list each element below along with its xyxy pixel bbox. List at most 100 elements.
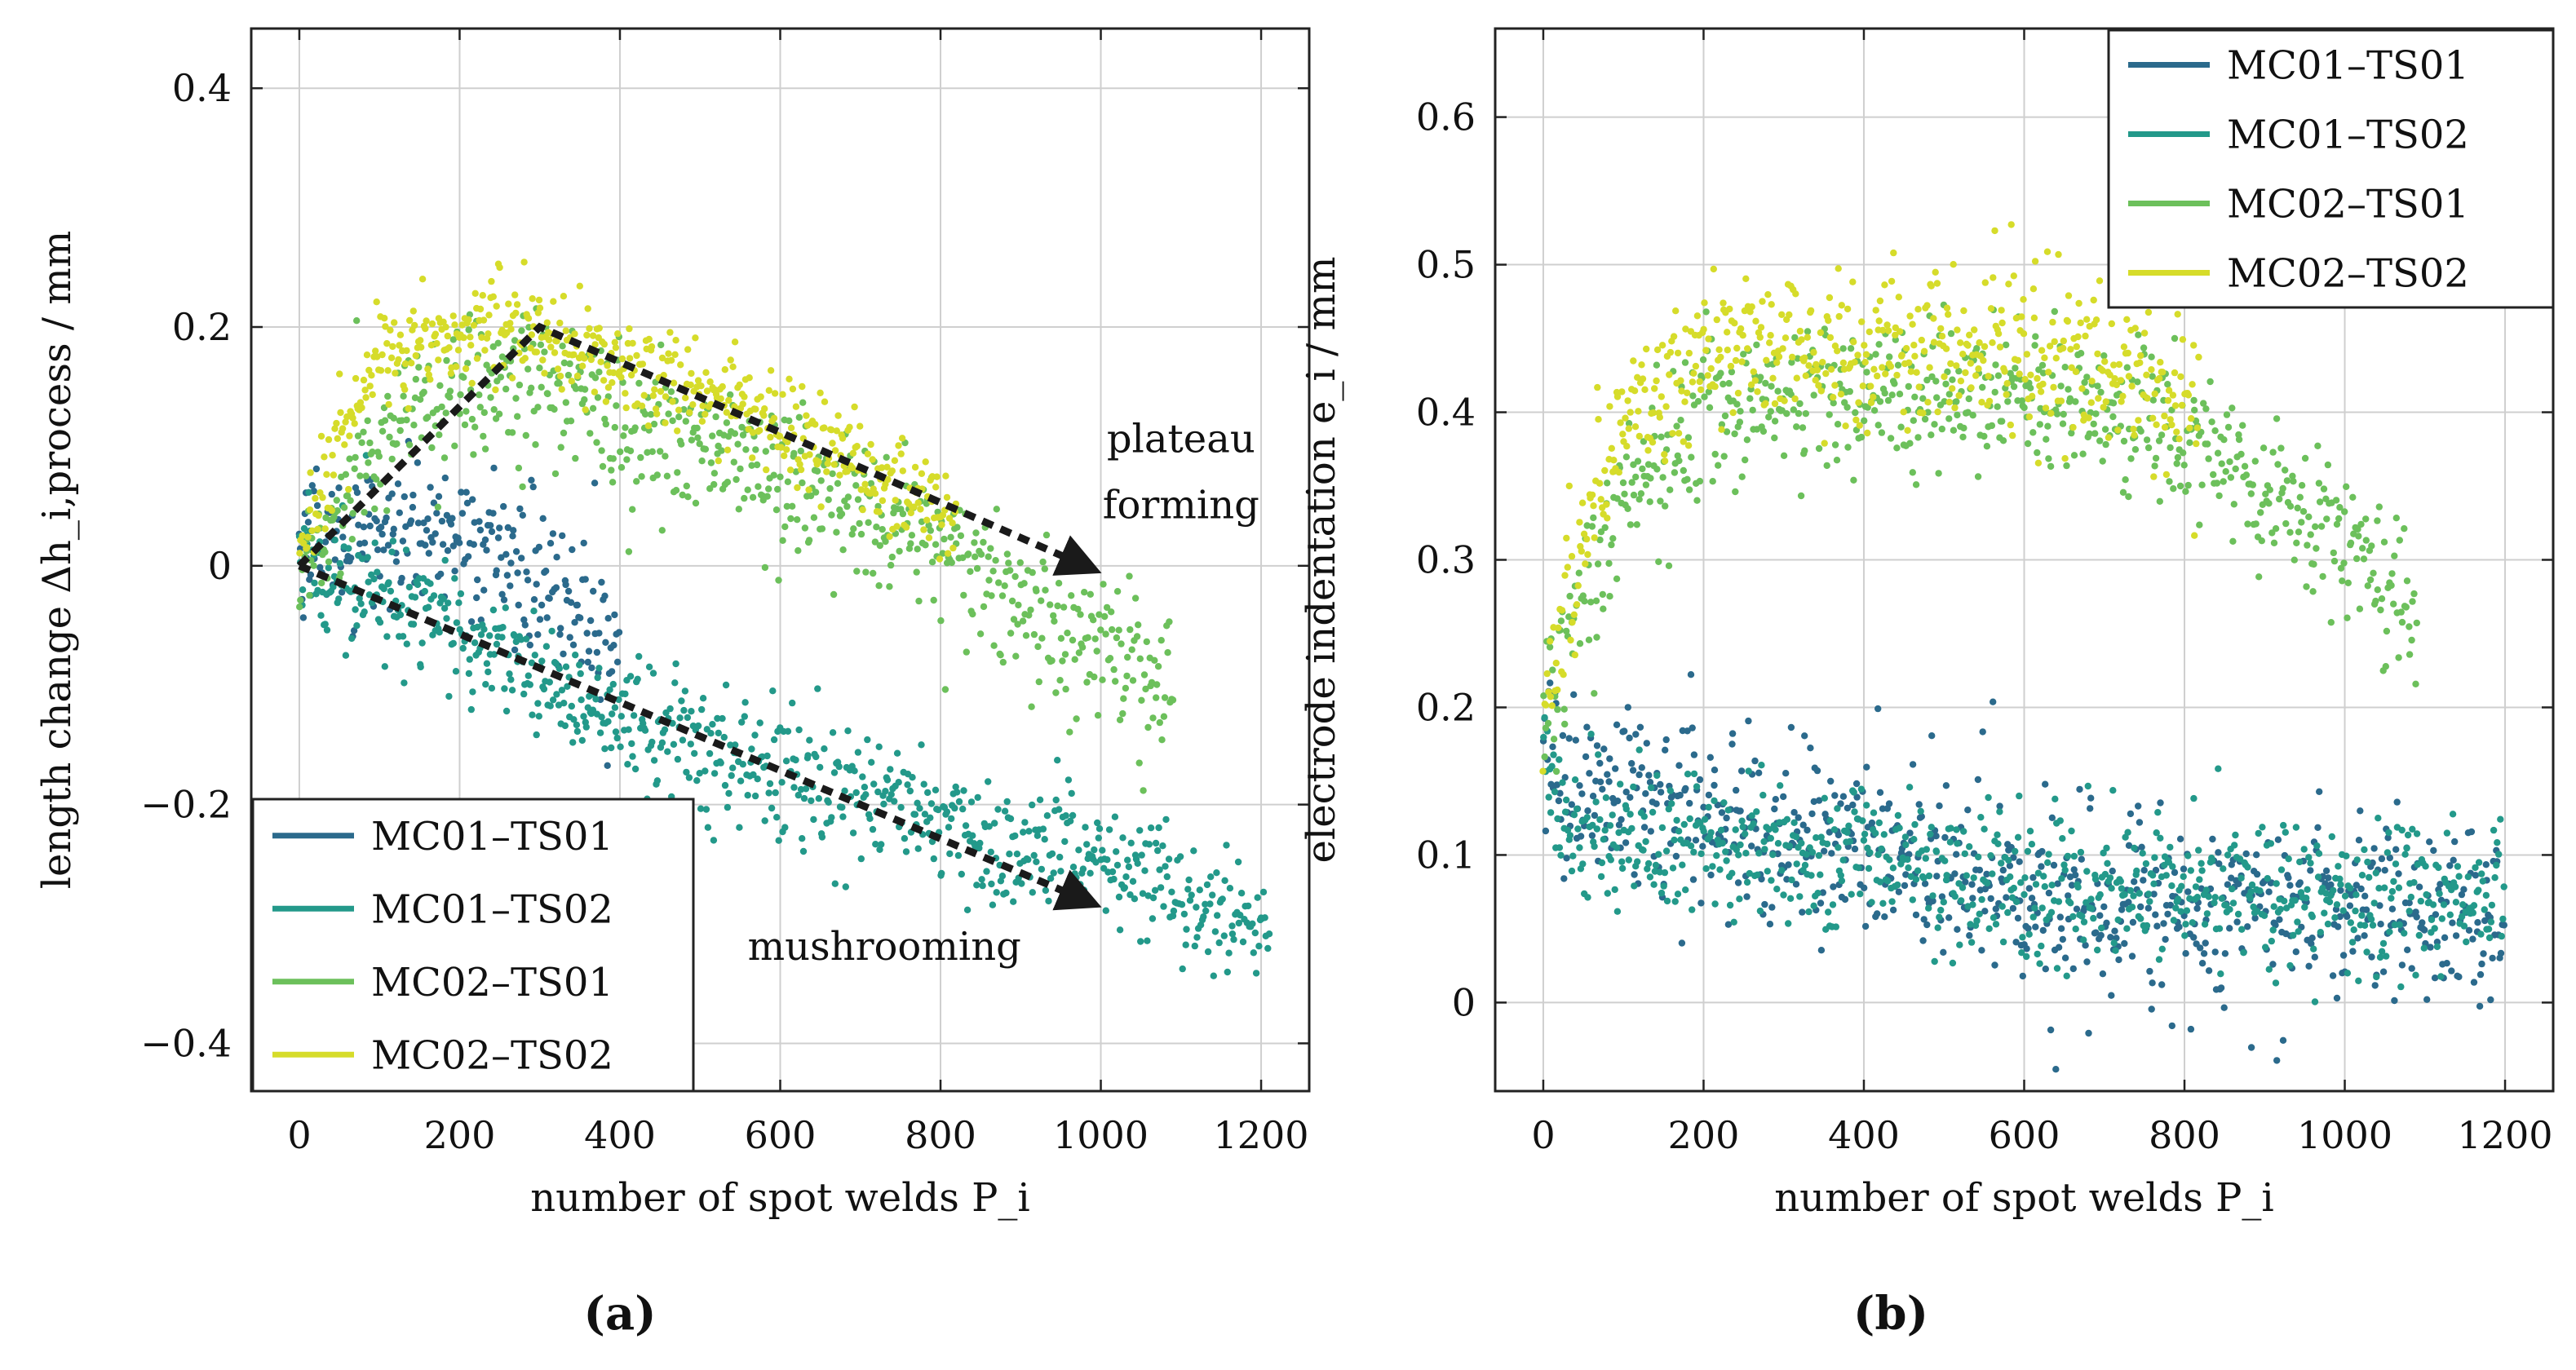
data-point: [2016, 792, 2023, 800]
data-point: [1045, 897, 1052, 905]
data-point: [1717, 826, 1725, 834]
data-point: [1760, 837, 1768, 846]
data-point: [1161, 694, 1169, 701]
data-point: [2109, 787, 2117, 794]
data-point: [1087, 590, 1095, 598]
data-point: [774, 485, 781, 493]
data-point: [1746, 869, 1753, 877]
data-point: [1588, 832, 1596, 839]
data-point: [1093, 647, 1100, 655]
data-point: [2378, 948, 2386, 955]
data-point: [1080, 886, 1088, 894]
data-point: [1561, 808, 1569, 815]
data-point: [1600, 745, 1608, 753]
data-point: [2353, 555, 2361, 563]
data-point: [2009, 904, 2017, 913]
data-point: [2305, 513, 2313, 520]
data-point: [764, 752, 771, 760]
data-point: [1737, 325, 1745, 333]
data-point: [533, 731, 540, 739]
data-point: [2179, 336, 2187, 343]
data-point: [951, 804, 958, 812]
data-point: [1190, 847, 1197, 855]
data-point: [534, 404, 542, 411]
data-point: [1653, 466, 1661, 473]
data-point: [365, 591, 374, 599]
data-point: [1878, 845, 1885, 853]
data-point: [2043, 435, 2050, 443]
data-point: [442, 323, 449, 331]
data-point: [988, 880, 995, 888]
data-point: [1887, 363, 1895, 370]
data-point: [443, 615, 450, 622]
data-point: [683, 482, 690, 490]
data-point: [736, 824, 743, 831]
data-point: [480, 586, 488, 594]
data-point: [1778, 311, 1786, 318]
data-point: [615, 629, 623, 636]
data-point: [2165, 387, 2173, 394]
data-point: [2367, 916, 2375, 923]
data-point: [1991, 961, 1998, 969]
data-point: [2435, 864, 2442, 872]
data-point: [1782, 770, 1790, 777]
data-point: [1783, 410, 1790, 418]
data-point: [1128, 646, 1135, 653]
data-point: [1915, 801, 1923, 808]
data-point: [878, 464, 886, 471]
data-point: [2344, 913, 2351, 921]
data-point: [1875, 341, 1883, 348]
data-point: [1597, 873, 1605, 881]
data-point: [1766, 339, 1773, 347]
data-point: [427, 484, 434, 491]
data-point: [2251, 457, 2259, 465]
data-point: [2355, 533, 2362, 540]
data-point: [945, 824, 953, 831]
data-point: [741, 494, 748, 502]
data-point: [310, 488, 317, 495]
data-point: [2100, 903, 2108, 911]
data-point: [453, 363, 460, 370]
data-point: [1843, 804, 1852, 812]
data-point: [998, 592, 1007, 599]
data-point: [2330, 557, 2339, 565]
data-point: [651, 386, 658, 393]
data-point: [2300, 846, 2308, 853]
data-point: [1743, 436, 1751, 444]
data-point: [1928, 732, 1936, 740]
data-point: [1139, 890, 1147, 897]
data-point: [861, 784, 869, 791]
data-point: [2269, 449, 2277, 456]
data-point: [2034, 449, 2041, 457]
data-point: [2137, 903, 2144, 911]
data-point: [2186, 439, 2193, 446]
data-point: [1038, 597, 1045, 604]
data-point: [911, 463, 919, 471]
data-point: [829, 440, 836, 447]
data-point: [681, 687, 689, 695]
data-point: [438, 517, 446, 525]
data-point: [1994, 330, 2003, 338]
data-point: [688, 708, 695, 715]
data-point: [321, 453, 328, 461]
data-point: [2156, 374, 2163, 382]
data-point: [1160, 713, 1168, 720]
data-point: [2180, 865, 2188, 873]
data-point: [1872, 307, 1879, 314]
data-point: [2253, 870, 2261, 878]
data-point: [739, 761, 746, 768]
data-point: [2281, 897, 2288, 905]
data-point: [523, 568, 530, 576]
data-point: [1689, 392, 1697, 400]
data-point: [2144, 904, 2152, 912]
data-point: [1874, 422, 1882, 429]
data-point: [989, 568, 997, 575]
data-point: [2021, 404, 2028, 412]
data-point: [471, 289, 479, 297]
data-point: [403, 347, 410, 355]
data-point: [1721, 412, 1729, 420]
data-point: [493, 303, 500, 310]
data-point: [818, 525, 826, 533]
data-point: [586, 430, 594, 437]
data-point: [906, 787, 914, 795]
